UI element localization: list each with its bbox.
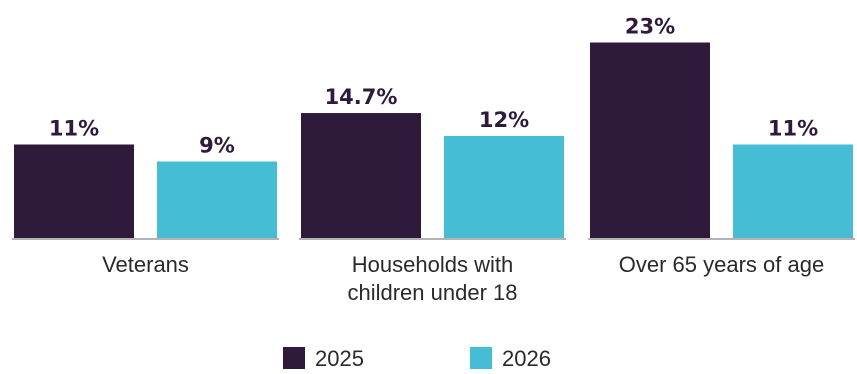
value-label-2026-0: 9% <box>199 134 235 158</box>
bar-2026-1 <box>444 136 564 238</box>
legend-swatch-2025 <box>283 347 305 369</box>
value-label-2026-1: 12% <box>479 108 529 132</box>
legend-label-2026: 2026 <box>502 346 551 371</box>
bar-2026-0 <box>157 161 277 238</box>
value-labels-group: 11% 9% 14.7% 12% 23% 11% <box>49 15 818 158</box>
value-label-2025-2: 23% <box>625 15 675 39</box>
bars-group <box>14 42 853 238</box>
legend: 2025 2026 <box>283 346 551 371</box>
legend-swatch-2026 <box>470 347 492 369</box>
bar-2025-2 <box>590 42 710 238</box>
category-label-0: Veterans <box>102 252 189 277</box>
bar-2025-1 <box>301 113 421 238</box>
value-label-2026-2: 11% <box>768 117 818 141</box>
value-label-2025-1: 14.7% <box>325 85 398 109</box>
category-label-2: Over 65 years of age <box>619 252 824 277</box>
bar-2025-0 <box>14 144 134 238</box>
category-labels-group: Veterans Households with children under 18… <box>102 252 824 305</box>
value-label-2025-0: 11% <box>49 117 99 141</box>
bar-2026-2 <box>733 144 853 238</box>
category-label-1: Households with children under 18 <box>347 252 517 305</box>
legend-label-2025: 2025 <box>315 346 364 371</box>
